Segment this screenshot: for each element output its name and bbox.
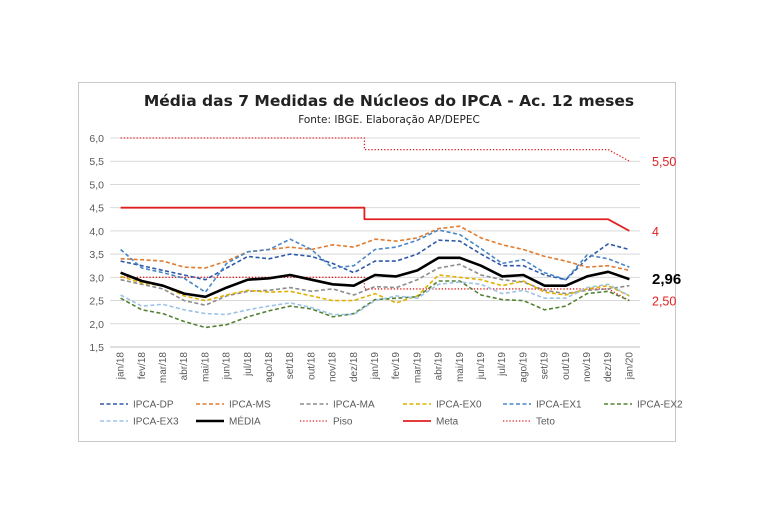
x-tick-label: nov/19 [582, 352, 593, 382]
x-tick-label: ago/18 [264, 352, 275, 383]
legend-label: IPCA-DP [133, 400, 174, 411]
x-tick-label: mai/18 [200, 352, 211, 382]
y-tick-label: 4,5 [89, 203, 104, 215]
legend-label: IPCA-EX3 [133, 417, 179, 428]
x-tick-label: mai/19 [455, 352, 466, 382]
series-line-m-dia [120, 256, 630, 299]
series-lines [120, 137, 630, 329]
x-tick-label: jul/19 [497, 352, 508, 377]
x-tick-label: jun/19 [476, 352, 487, 381]
legend: IPCA-DP IPCA-MS IPCA-MA IPCA-EX0 IPCA-EX1 IPC… [100, 400, 683, 428]
y-tick-label: 2,5 [89, 296, 104, 308]
annotation-label: 2,96 [652, 271, 681, 288]
y-tick-label: 4,0 [89, 226, 104, 238]
gridlines [110, 137, 640, 348]
y-tick-label: 5,0 [89, 179, 104, 191]
series-line-ipca-ms [120, 225, 630, 272]
x-tick-label: fev/18 [137, 352, 148, 380]
y-tick-label: 5,5 [89, 156, 104, 168]
x-tick-label: mar/18 [158, 352, 169, 384]
x-tick-label: dez/19 [603, 352, 614, 382]
annotations: 5,50 4 2,96 2,50 [652, 155, 681, 308]
legend-label: MÉDIA [229, 415, 261, 428]
series-line-piso [120, 276, 630, 302]
legend-label: Teto [536, 417, 555, 428]
series-line-teto [120, 137, 630, 162]
chart-subtitle: Fonte: IBGE. Elaboração AP/DEPEC [298, 114, 480, 126]
legend-label: IPCA-EX2 [637, 400, 683, 411]
x-tick-label: out/19 [561, 352, 572, 380]
series-line-ipca-ex3 [120, 281, 630, 316]
x-tick-label: ago/19 [518, 352, 529, 383]
series-line-ipca-ex1 [120, 229, 630, 293]
x-tick-label: jan/20 [624, 352, 635, 381]
legend-label: Piso [333, 417, 353, 428]
chart-frame [78, 82, 676, 442]
y-tick-label: 2,0 [89, 319, 104, 331]
annotation-label: 4 [652, 225, 659, 239]
series-line-ipca-ex0 [120, 274, 630, 304]
series-line-meta [120, 206, 630, 232]
legend-label: IPCA-EX0 [436, 400, 482, 411]
x-tick-label: abr/19 [434, 352, 445, 381]
x-tick-label: set/19 [540, 352, 551, 380]
x-tick-label: jan/19 [370, 352, 381, 381]
legend-label: IPCA-MS [229, 400, 271, 411]
chart-title: Média das 7 Medidas de Núcleos do IPCA -… [143, 92, 635, 110]
x-tick-label: out/18 [306, 352, 317, 380]
x-tick-label: set/18 [285, 352, 296, 380]
legend-label: Meta [436, 417, 459, 428]
x-tick-label: dez/18 [349, 352, 360, 382]
series-line-ipca-ex2 [120, 280, 630, 329]
x-tick-label: nov/18 [328, 352, 339, 382]
x-tick-label: jan/18 [116, 352, 127, 381]
y-tick-label: 1,5 [89, 342, 104, 354]
annotation-label: 2,50 [652, 295, 676, 309]
legend-label: IPCA-MA [333, 400, 375, 411]
x-tick-label: jul/18 [243, 352, 254, 377]
series-line-ipca-dp [120, 239, 630, 281]
y-tick-label: 6,0 [89, 133, 104, 145]
y-tick-label: 3,0 [89, 272, 104, 284]
x-tick-label: mar/19 [412, 352, 423, 384]
legend-label: IPCA-EX1 [536, 400, 582, 411]
y-axis: 1,5 2,0 2,5 3,0 3,5 4,0 4,5 5,0 5,5 6,0 [89, 133, 104, 354]
y-tick-label: 3,5 [89, 249, 104, 261]
annotation-label: 5,50 [652, 155, 676, 169]
x-tick-label: jun/18 [222, 352, 233, 381]
x-tick-label: fev/19 [391, 352, 402, 380]
series-line-ipca-ma [120, 263, 630, 306]
x-tick-label: abr/18 [179, 352, 190, 381]
x-axis: jan/18 fev/18 mar/18 abr/18 mai/18 jun/18 jul/… [110, 346, 640, 384]
